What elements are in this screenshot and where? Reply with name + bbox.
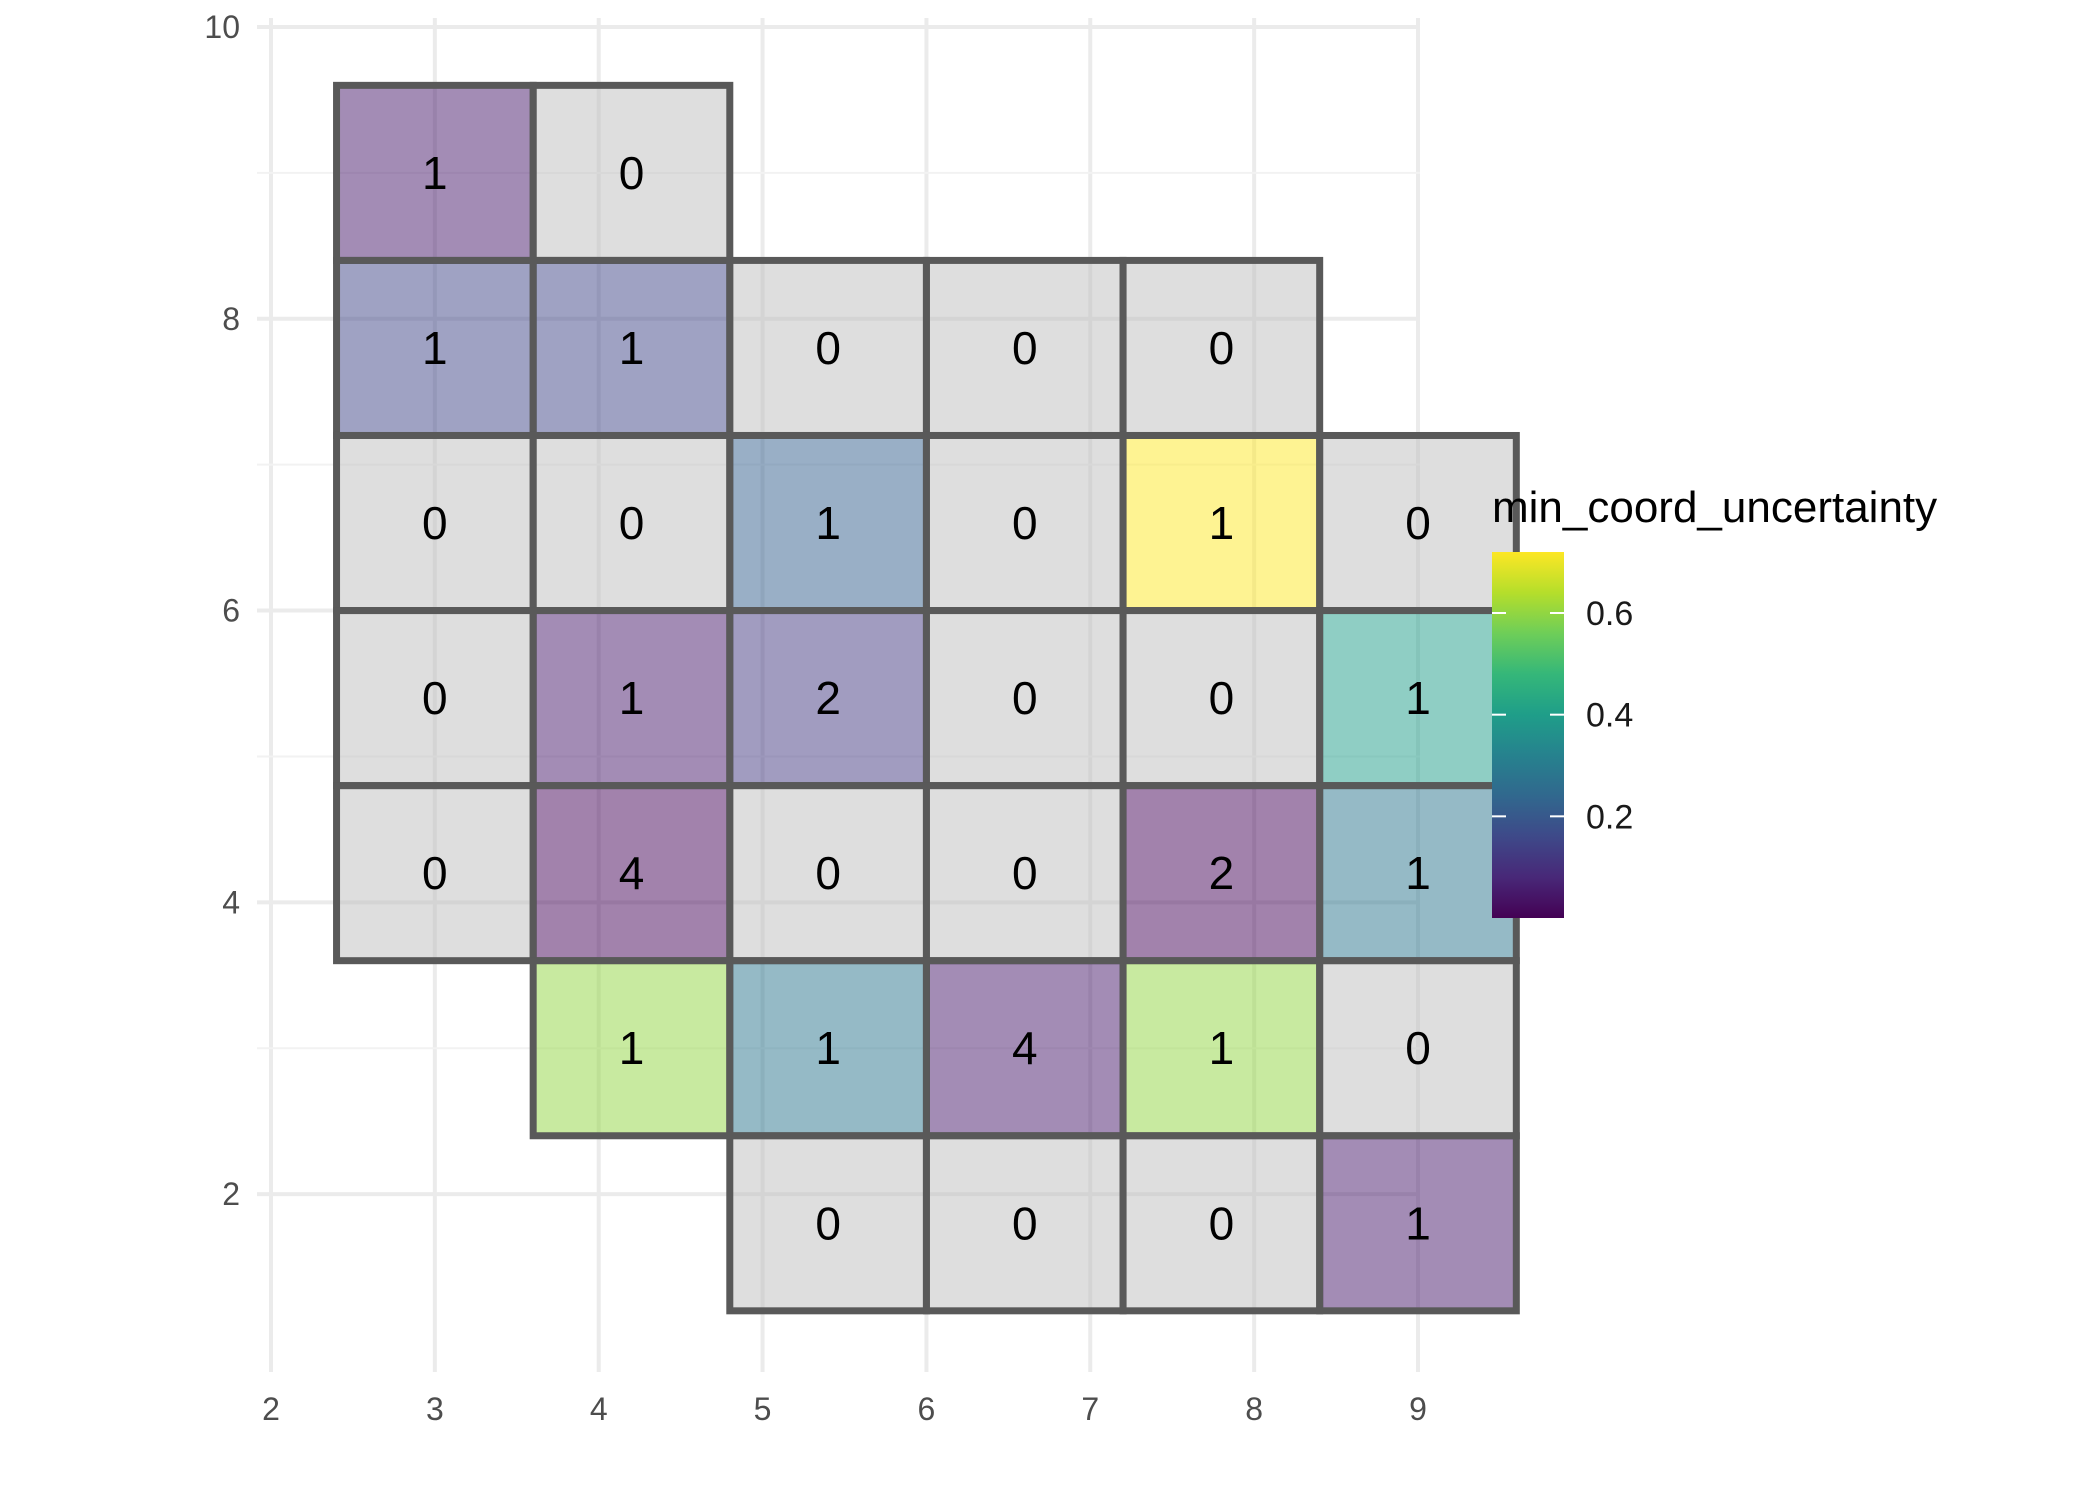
- cell-count-label: 1: [1209, 497, 1235, 549]
- grid-cell: [726, 607, 930, 790]
- y-tick-label: 10: [204, 9, 240, 45]
- x-tick-label: 2: [262, 1391, 280, 1427]
- grid-cell: [529, 782, 734, 965]
- cell-count-label: 1: [422, 147, 448, 199]
- cell-count-label: 1: [619, 1022, 645, 1074]
- cell-count-label: 0: [1209, 1197, 1235, 1249]
- cell-labels: 1 0 1 1 0 0 0 0 0 1 0 1 0 0 1 2 0 0 1 0 4 0 0 2 1 1 1 4 1 0 0 0 0 1: [422, 147, 1431, 1249]
- colorbar-tick-label: 0.4: [1586, 697, 1633, 735]
- colorbar-tick-label: 0.2: [1586, 798, 1633, 836]
- cell-count-label: 0: [422, 672, 448, 724]
- x-tick-label: 6: [918, 1391, 936, 1427]
- cell-count-label: 0: [1012, 847, 1038, 899]
- colorbar-tick-label: 0.6: [1586, 595, 1633, 633]
- cell-count-label: 1: [619, 672, 645, 724]
- cell-count-label: 1: [815, 497, 841, 549]
- cell-count-label: 0: [1209, 672, 1235, 724]
- cell-count-label: 1: [1405, 847, 1431, 899]
- y-tick-label: 8: [222, 301, 240, 337]
- cell-count-label: 1: [422, 322, 448, 374]
- x-tick-label: 7: [1081, 1391, 1099, 1427]
- y-tick-label: 4: [222, 884, 240, 920]
- cell-count-label: 1: [619, 322, 645, 374]
- cell-count-label: 0: [815, 322, 841, 374]
- x-tick-label: 9: [1409, 1391, 1427, 1427]
- cell-count-label: 0: [1405, 497, 1431, 549]
- grid-cells: [333, 81, 1520, 1315]
- grid-cell: [1316, 1132, 1520, 1315]
- cell-count-label: 0: [1012, 1197, 1038, 1249]
- cell-count-label: 1: [1209, 1022, 1235, 1074]
- cell-count-label: 0: [815, 1197, 841, 1249]
- x-tick-label: 8: [1245, 1391, 1263, 1427]
- cell-count-label: 0: [1209, 322, 1235, 374]
- cell-count-label: 4: [619, 847, 645, 899]
- grid-cell: [1119, 782, 1324, 965]
- legend: min_coord_uncertainty 0.2 0.4 0.6: [1492, 483, 1937, 918]
- y-tick-label: 6: [222, 593, 240, 629]
- grid-cell: [1119, 256, 1324, 439]
- cell-count-label: 0: [422, 497, 448, 549]
- grid-cell: [1316, 607, 1520, 790]
- grid-cell: [922, 1132, 1127, 1315]
- cell-count-label: 1: [1405, 672, 1431, 724]
- cell-count-label: 4: [1012, 1022, 1038, 1074]
- y-tick-label: 2: [222, 1176, 240, 1212]
- grid-cell: [1316, 431, 1520, 615]
- x-tick-label: 5: [754, 1391, 772, 1427]
- cell-count-label: 1: [1405, 1197, 1431, 1249]
- cell-count-label: 0: [815, 847, 841, 899]
- grid-cell: [333, 431, 537, 615]
- grid-cell: [333, 256, 537, 439]
- grid-cell: [1316, 957, 1520, 1140]
- grid-cell: [529, 607, 734, 790]
- grid-cell: [529, 81, 734, 264]
- cell-count-label: 0: [619, 497, 645, 549]
- x-tick-label: 3: [426, 1391, 444, 1427]
- grid-cell: [529, 431, 734, 615]
- grid-cell: [529, 957, 734, 1140]
- cell-count-label: 0: [1012, 497, 1038, 549]
- cell-count-label: 0: [619, 147, 645, 199]
- legend-title: min_coord_uncertainty: [1492, 483, 1937, 532]
- cell-count-label: 0: [1012, 322, 1038, 374]
- cell-count-label: 1: [815, 1022, 841, 1074]
- cell-count-label: 0: [1012, 672, 1038, 724]
- x-tick-label: 4: [590, 1391, 608, 1427]
- colorbar: [1492, 552, 1564, 918]
- cell-count-label: 2: [815, 672, 841, 724]
- cell-count-label: 0: [1405, 1022, 1431, 1074]
- cell-count-label: 2: [1209, 847, 1235, 899]
- grid-cell: [1119, 1132, 1324, 1315]
- grid-cell: [1316, 782, 1520, 965]
- cell-count-label: 0: [422, 847, 448, 899]
